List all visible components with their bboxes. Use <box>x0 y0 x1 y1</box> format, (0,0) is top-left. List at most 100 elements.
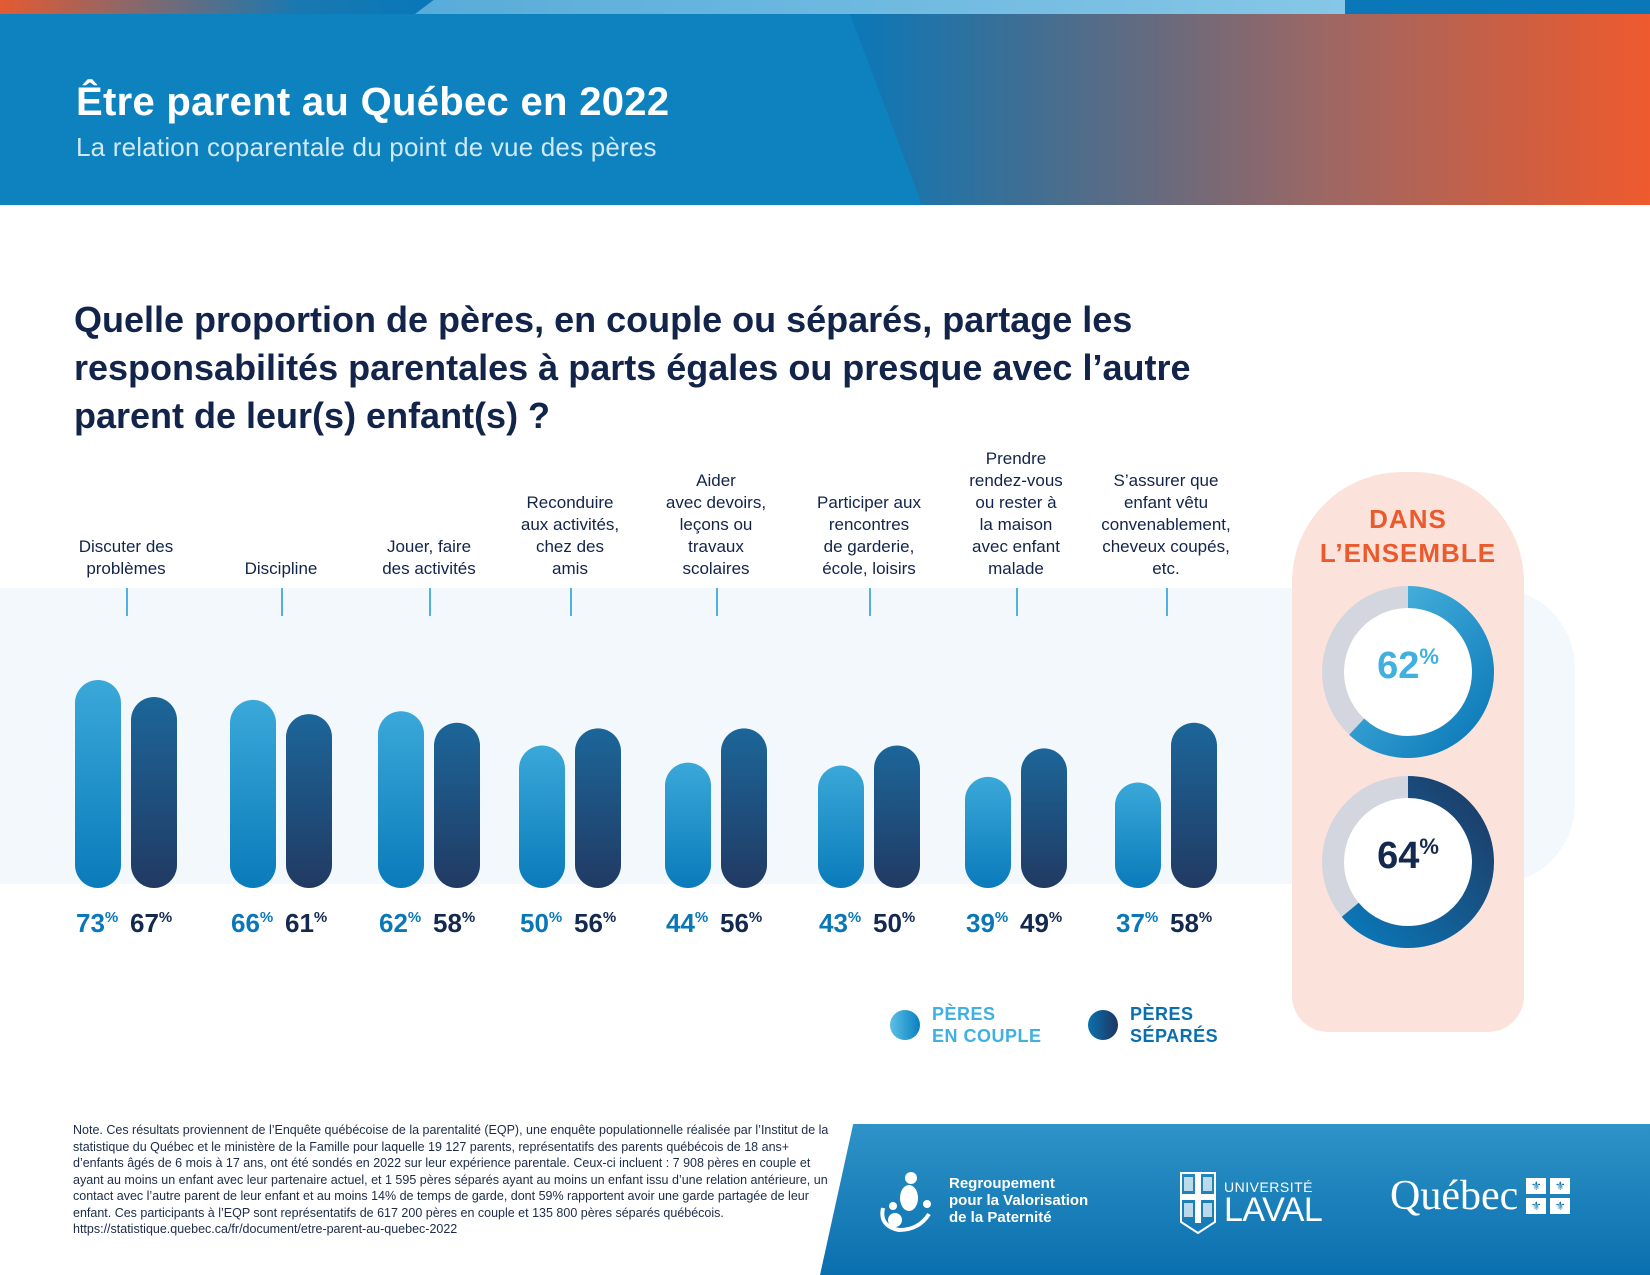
legend-separes-swatch <box>1088 1010 1118 1040</box>
value-percent: % <box>847 909 862 926</box>
overall-title-line2: L’ENSEMBLE <box>1319 538 1497 568</box>
bar-separes <box>131 697 177 888</box>
category-label-line: Discipline <box>244 559 318 578</box>
logo-universite-laval: UNIVERSITÉ LAVAL <box>1180 1172 1323 1234</box>
value-number: 37 <box>1116 908 1145 938</box>
donut-couple-arc <box>1349 586 1494 758</box>
value-percent: % <box>748 909 763 926</box>
category-tick <box>716 588 718 616</box>
laval-top-text: UNIVERSITÉ <box>1224 1179 1314 1195</box>
category-label-line: avec enfant <box>972 537 1060 556</box>
footnote: Note. Ces résultats proviennent de l’Enq… <box>73 1123 829 1236</box>
category-label-line: scolaires <box>682 559 750 578</box>
fleur-de-lis-icon: ⚜ <box>1550 1178 1571 1194</box>
value-percent: % <box>158 909 173 926</box>
value-number: 44 <box>666 908 695 938</box>
overall-couple-value: 62% <box>1292 644 1524 688</box>
page-title: Être parent au Québec en 2022 <box>76 80 670 124</box>
category-tick <box>126 588 128 616</box>
category-tick <box>869 588 871 616</box>
value-number: 56 <box>720 908 749 938</box>
category-label: Participer aux rencontres de garderie, écol… <box>794 492 944 580</box>
value-label-separes: 61% <box>285 908 327 939</box>
category-label-line: Participer aux <box>817 493 921 512</box>
fleurdelise-flag-icon: ⚜ ⚜ ⚜ ⚜ <box>1526 1178 1571 1214</box>
category-label: Discipline <box>206 558 356 580</box>
header-top-strip-light <box>415 0 1345 14</box>
fleur-de-lis-icon: ⚜ <box>1526 1178 1547 1194</box>
fleur-de-lis-icon: ⚜ <box>1550 1198 1571 1214</box>
category-label-line: etc. <box>1152 559 1180 578</box>
overall-separes-percent: % <box>1419 834 1439 859</box>
legend-couple-label: PÈRES EN COUPLE <box>932 1003 1042 1047</box>
category-label-line: chez des <box>535 537 605 556</box>
value-label-separes: 49% <box>1020 908 1062 939</box>
bar-separes <box>434 722 480 888</box>
value-percent: % <box>313 909 328 926</box>
bar-couple <box>519 745 565 888</box>
bar-couple <box>818 765 864 888</box>
overall-separes-number: 64 <box>1377 835 1420 877</box>
value-number: 73 <box>76 908 105 938</box>
category-label-line: avec devoirs, <box>665 493 767 512</box>
bar-separes <box>721 728 767 888</box>
value-percent: % <box>104 909 119 926</box>
category-label-line: cheveux coupés, <box>1102 537 1230 556</box>
value-number: 50 <box>873 908 902 938</box>
category-label-line: malade <box>988 559 1044 578</box>
category-tick <box>1016 588 1018 616</box>
category-label-line: amis <box>552 559 588 578</box>
value-label-couple: 66% <box>231 908 273 939</box>
category-label-line: ou rester à <box>975 493 1057 512</box>
legend-separes-line1: PÈRES <box>1130 1004 1194 1024</box>
logo-rvp: Regroupement pour la Valorisation de la … <box>875 1168 1088 1232</box>
bar-separes <box>286 714 332 888</box>
value-number: 58 <box>1170 908 1199 938</box>
value-label-separes: 50% <box>873 908 915 939</box>
category-label: Aider avec devoirs, leçons ou travaux scolai… <box>641 470 791 580</box>
category-tick <box>281 588 283 616</box>
value-percent: % <box>1048 909 1063 926</box>
value-percent: % <box>994 909 1009 926</box>
legend-separes-line2: SÉPARÉS <box>1130 1026 1219 1046</box>
category-label-line: convenablement, <box>1101 515 1231 534</box>
value-label-couple: 62% <box>379 908 421 939</box>
value-number: 66 <box>231 908 260 938</box>
value-number: 49 <box>1020 908 1049 938</box>
value-label-separes: 58% <box>1170 908 1212 939</box>
value-percent: % <box>1144 909 1159 926</box>
bar-couple <box>965 776 1011 888</box>
header-banner: Être parent au Québec en 2022 La relatio… <box>0 0 1650 205</box>
value-number: 43 <box>819 908 848 938</box>
legend-couple: PÈRES EN COUPLE <box>890 1003 1042 1047</box>
laval-shield-icon <box>1180 1172 1216 1234</box>
value-number: 56 <box>574 908 603 938</box>
overall-couple-percent: % <box>1419 644 1439 669</box>
category-label-line: travaux <box>688 537 744 556</box>
value-number: 39 <box>966 908 995 938</box>
bar-separes <box>575 728 621 888</box>
value-label-separes: 67% <box>130 908 172 939</box>
legend-couple-line2: EN COUPLE <box>932 1026 1042 1046</box>
value-percent: % <box>407 909 422 926</box>
overall-title: DANS L’ENSEMBLE <box>1292 502 1524 570</box>
fleur-de-lis-icon: ⚜ <box>1526 1198 1547 1214</box>
value-label-couple: 39% <box>966 908 1008 939</box>
rvp-name: Regroupement pour la Valorisation de la … <box>949 1175 1088 1226</box>
legend-separes-label: PÈRES SÉPARÉS <box>1130 1003 1218 1047</box>
category-label-line: Jouer, faire <box>386 537 472 556</box>
value-percent: % <box>602 909 617 926</box>
page-subtitle: La relation coparentale du point de vue … <box>76 132 657 162</box>
legend-couple-line1: PÈRES <box>932 1004 996 1024</box>
value-number: 58 <box>433 908 462 938</box>
value-label-separes: 56% <box>574 908 616 939</box>
category-label-line: Discuter des <box>78 537 174 556</box>
header-gradient-panel <box>850 14 1650 205</box>
value-label-separes: 58% <box>433 908 475 939</box>
category-label-line: rencontres <box>828 515 910 534</box>
value-percent: % <box>548 909 563 926</box>
category-label-line: des activités <box>382 559 476 578</box>
category-label-line: Aider <box>696 471 736 490</box>
category-label-line: S’assurer que <box>1113 471 1219 490</box>
legend-separes: PÈRES SÉPARÉS <box>1088 1003 1218 1047</box>
